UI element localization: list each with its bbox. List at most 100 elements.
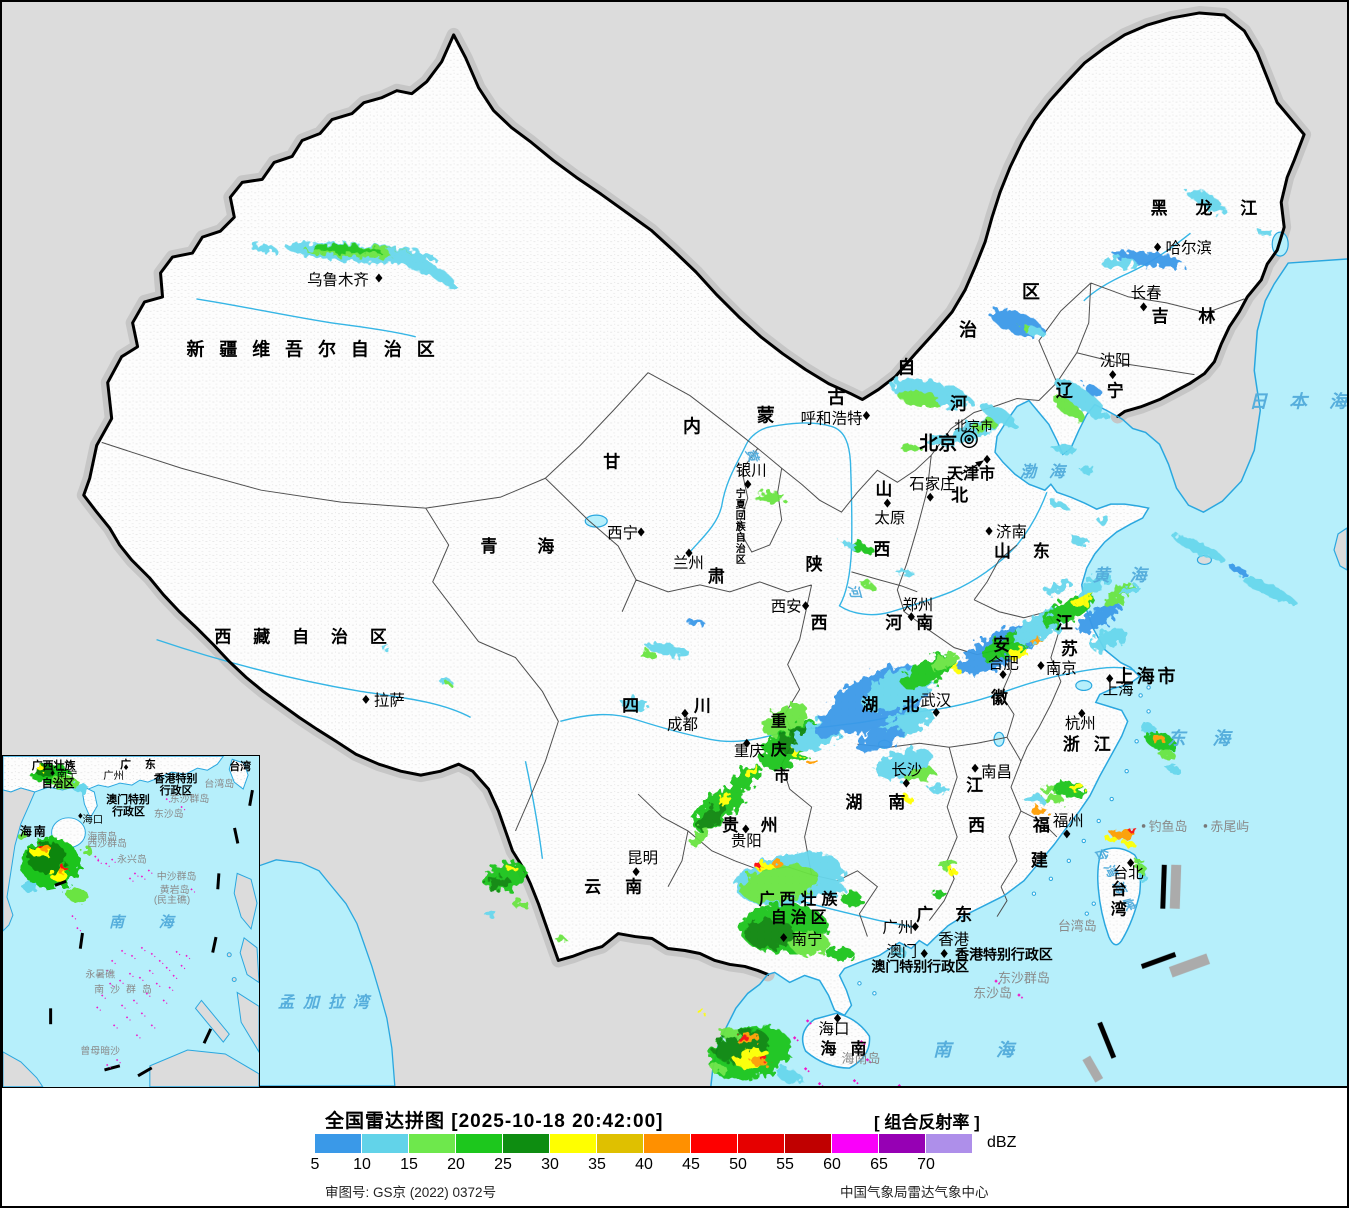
inset-city-marker-icon bbox=[78, 813, 83, 819]
city-label: 西宁 bbox=[607, 524, 638, 542]
radar-echo bbox=[1023, 794, 1044, 805]
boundary-dash bbox=[78, 932, 84, 949]
province-label: 西 bbox=[968, 816, 985, 835]
province-label: 广西壮族 bbox=[759, 890, 843, 909]
city-label: 拉萨 bbox=[374, 691, 405, 709]
city-label: 香港 bbox=[938, 931, 969, 949]
province-label: 治 bbox=[736, 542, 746, 555]
radar-echo bbox=[1137, 871, 1146, 876]
product-label: [ 组合反射率 ] bbox=[874, 1113, 980, 1132]
radar-echo bbox=[1089, 629, 1128, 650]
radar-echo bbox=[1080, 467, 1097, 474]
province-label: 苏 bbox=[1061, 639, 1078, 659]
islet-marker bbox=[76, 926, 79, 930]
province-label: 区 bbox=[1022, 282, 1040, 302]
islet-marker bbox=[190, 888, 193, 891]
colorbar-tick: 10 bbox=[353, 1156, 371, 1173]
inset-label: 南宁 bbox=[57, 768, 78, 781]
colorbar-segment bbox=[503, 1134, 550, 1153]
radar-echo bbox=[904, 766, 934, 782]
province-label: 湖北 bbox=[861, 695, 943, 714]
inset-label: 台湾 bbox=[229, 759, 251, 773]
inset-labels: 广西壮族自治区南宁广东广州香港特别行政区台湾台湾岛澳门特别行政区东沙群岛东沙岛海… bbox=[20, 757, 251, 1057]
colorbar-segment bbox=[644, 1134, 691, 1153]
radar-echo bbox=[1073, 592, 1095, 608]
boundary-dash bbox=[49, 1008, 53, 1025]
colorbar-tick: 25 bbox=[494, 1156, 512, 1173]
radar-echo bbox=[1040, 785, 1057, 794]
inset-label: 南沙群岛 bbox=[94, 982, 157, 995]
province-label: 甘 bbox=[603, 451, 620, 471]
city-marker-icon bbox=[833, 1013, 842, 1023]
inset-label: 曾母暗沙 bbox=[80, 1044, 120, 1057]
radar-echo bbox=[72, 784, 89, 793]
radar-echo bbox=[762, 703, 808, 736]
radar-echo bbox=[311, 244, 381, 254]
city-label: 重庆 bbox=[734, 742, 765, 760]
islet-marker bbox=[120, 949, 124, 953]
city-marker-icon bbox=[1106, 674, 1114, 683]
radar-echo bbox=[621, 699, 650, 710]
city-label: 石家庄 bbox=[909, 475, 955, 493]
city-label: 西安 bbox=[771, 598, 802, 616]
city-label: 兰州 bbox=[673, 554, 704, 572]
colorbar-segment bbox=[832, 1134, 879, 1153]
radar-echo bbox=[1053, 396, 1085, 421]
city-marker-icon bbox=[685, 548, 693, 558]
radar-echo bbox=[709, 1063, 726, 1074]
province-label: 市 bbox=[774, 766, 790, 785]
radar-echo bbox=[512, 899, 529, 908]
radar-echo bbox=[695, 1008, 704, 1013]
radar-echo bbox=[1128, 828, 1139, 833]
radar-echo bbox=[972, 419, 996, 432]
province-label: 自 bbox=[897, 357, 915, 378]
islet-marker bbox=[150, 952, 153, 956]
province-label: 河南 bbox=[885, 613, 947, 633]
islet-marker bbox=[130, 954, 134, 957]
radar-echo bbox=[814, 880, 845, 897]
city-label: 南昌 bbox=[981, 763, 1012, 781]
radar-echo bbox=[946, 867, 957, 874]
province-label: 辽宁 bbox=[1056, 381, 1158, 401]
city-label: 合肥 bbox=[988, 655, 1019, 673]
inset-label: 自治区 bbox=[42, 776, 75, 790]
radar-echo bbox=[251, 244, 276, 253]
province-label: 台 bbox=[1111, 880, 1127, 899]
colorbar-segment bbox=[926, 1134, 973, 1153]
radar-echo bbox=[901, 444, 922, 453]
radar-echo bbox=[901, 796, 914, 803]
colorbar-tick: 55 bbox=[776, 1156, 794, 1173]
radar-echo bbox=[932, 889, 947, 898]
radar-echo bbox=[22, 882, 39, 893]
radar-echo bbox=[1114, 250, 1184, 268]
radar-echo bbox=[506, 865, 519, 872]
province-label: 自 bbox=[736, 531, 746, 544]
province-label: 宁 bbox=[736, 487, 746, 500]
sea-label: 孟加拉湾 bbox=[278, 993, 378, 1011]
island-label: 赤尾屿 bbox=[1210, 819, 1249, 834]
colorbar-tick: 20 bbox=[447, 1156, 465, 1173]
colorbar-segment bbox=[785, 1134, 832, 1153]
radar-echoes bbox=[251, 189, 1296, 1085]
islet-marker bbox=[183, 967, 186, 970]
province-label: 回 bbox=[736, 510, 746, 522]
radar-echo bbox=[65, 886, 89, 904]
radar-echo bbox=[1055, 379, 1106, 418]
inset-label: 永暑礁 bbox=[85, 968, 115, 981]
island-dot bbox=[1203, 824, 1208, 828]
radar-echo bbox=[740, 864, 820, 903]
islet-marker bbox=[116, 1027, 118, 1029]
city-label: 长沙 bbox=[891, 761, 922, 779]
city-label: 长春 bbox=[1131, 284, 1162, 302]
radar-echo bbox=[745, 765, 759, 778]
china-landmass bbox=[83, 12, 1305, 1016]
city-marker-icon bbox=[926, 492, 934, 502]
islet-marker bbox=[162, 999, 165, 1002]
agency-credit: 中国气象局雷达气象中心 bbox=[840, 1185, 989, 1200]
radar-echo bbox=[646, 642, 690, 657]
island-label: 钓鱼岛 bbox=[1149, 819, 1188, 834]
islet-marker bbox=[115, 1058, 119, 1062]
city-marker-icon bbox=[1153, 242, 1162, 252]
radar-echo bbox=[861, 581, 874, 588]
sea bbox=[710, 259, 1347, 1086]
